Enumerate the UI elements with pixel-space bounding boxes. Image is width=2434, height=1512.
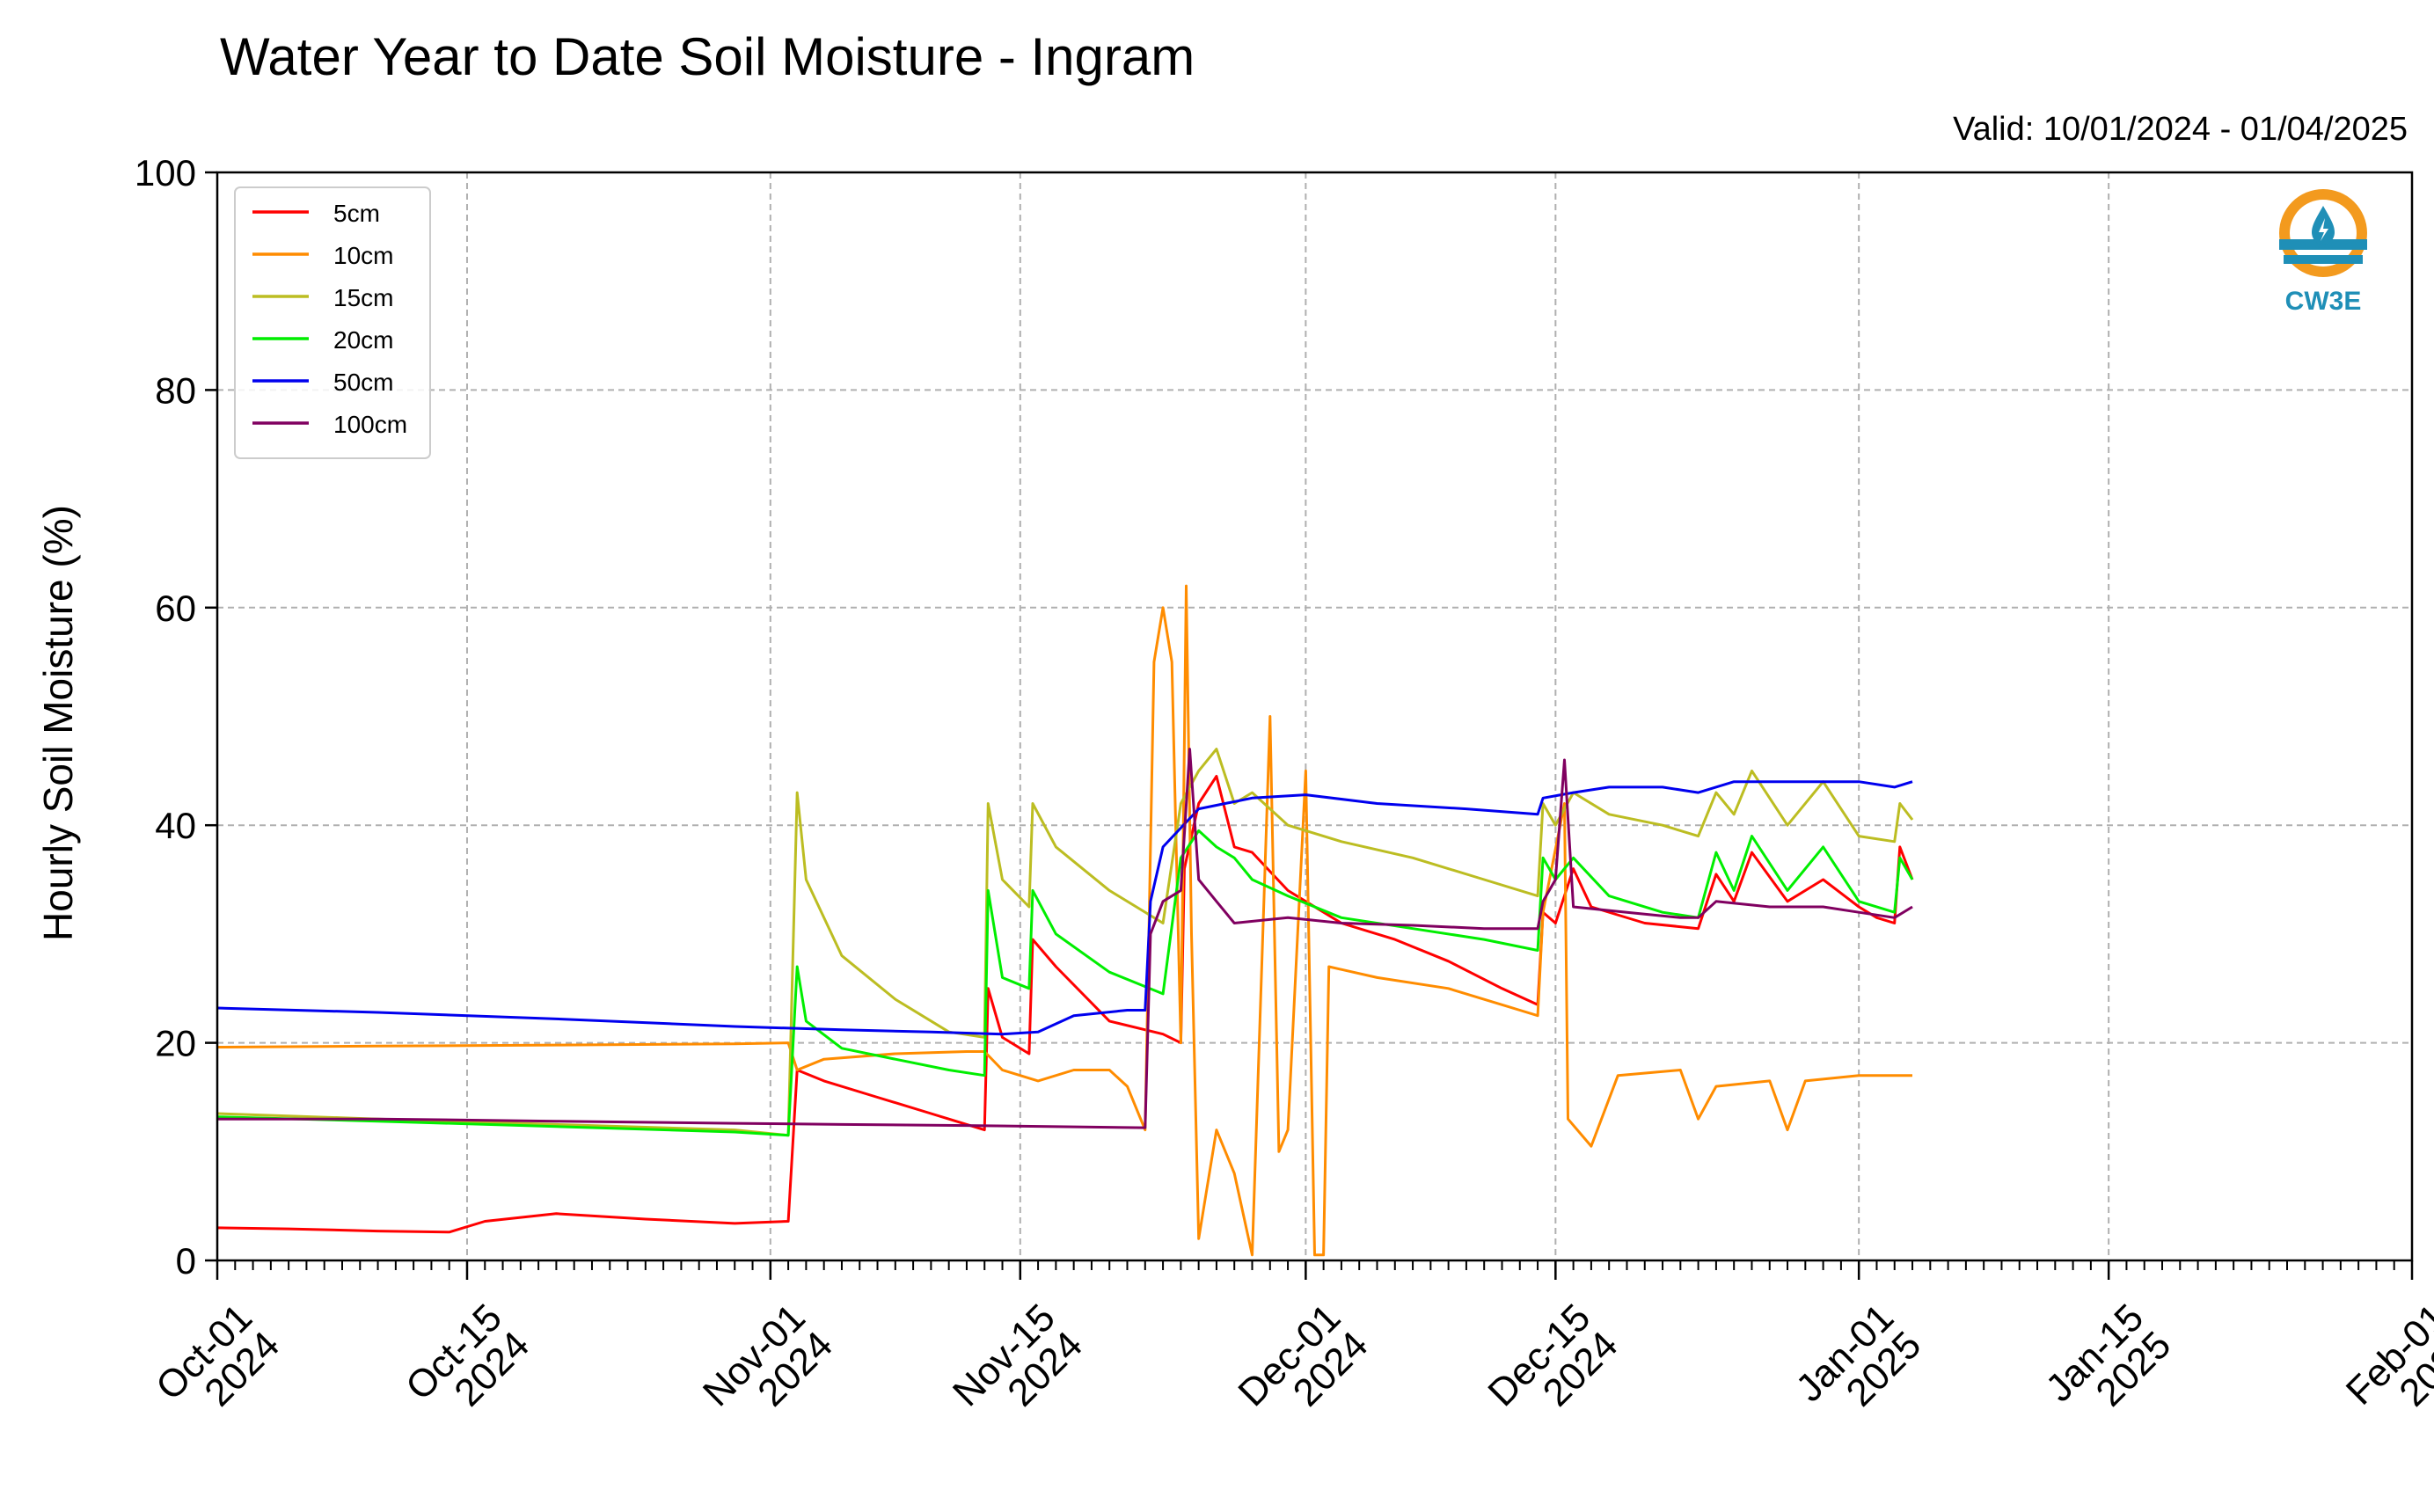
legend-label-50cm: 50cm: [333, 369, 393, 396]
cw3e-logo-text: CW3E: [2284, 287, 2362, 316]
x-tick-label: Feb-012025: [2338, 1296, 2434, 1440]
y-tick-label: 60: [155, 588, 196, 629]
legend-label-5cm: 5cm: [333, 200, 380, 227]
x-tick-label: Oct-012024: [148, 1296, 288, 1435]
y-tick-label: 100: [135, 152, 196, 194]
plot-frame: [216, 171, 2414, 1262]
series-line-100cm: [217, 748, 1913, 1129]
x-tick-label: Oct-152024: [398, 1296, 537, 1435]
cw3e-logo: CW3E: [2275, 185, 2372, 316]
series-line-50cm: [216, 780, 1913, 1036]
series-line-5cm: [216, 775, 1914, 1234]
legend: 5cm 10cm 15cm 20cm 50cm 100cm: [234, 186, 431, 459]
x-tick-label: Nov-012024: [695, 1296, 841, 1442]
x-tick-label: Dec-152024: [1480, 1296, 1626, 1442]
legend-label-15cm: 15cm: [333, 284, 393, 311]
x-tick-label: Jan-152025: [2037, 1296, 2179, 1437]
y-tick-label: 0: [176, 1240, 196, 1282]
valid-date-range: Valid: 10/01/2024 - 01/04/2025: [1953, 111, 2408, 148]
chart-title: Water Year to Date Soil Moisture - Ingra…: [220, 27, 1195, 86]
x-tick-label: Jan-012025: [1787, 1296, 1929, 1437]
series-line-15cm: [216, 748, 1914, 1137]
y-tick-label: 20: [155, 1023, 196, 1064]
series-line-10cm: [216, 584, 1912, 1257]
cw3e-logo-icon: [2279, 189, 2367, 277]
y-tick-label: 40: [155, 805, 196, 846]
y-tick-label: 80: [155, 369, 196, 411]
legend-label-10cm: 10cm: [333, 242, 393, 269]
legend-label-20cm: 20cm: [333, 326, 393, 354]
series-line-20cm: [216, 829, 1914, 1137]
x-tick-label: Dec-012024: [1230, 1296, 1376, 1442]
legend-label-100cm: 100cm: [333, 411, 407, 438]
grid-lines: [216, 172, 2413, 1261]
series-lines: [216, 584, 1914, 1257]
x-tick-label: Nov-152024: [945, 1296, 1091, 1442]
